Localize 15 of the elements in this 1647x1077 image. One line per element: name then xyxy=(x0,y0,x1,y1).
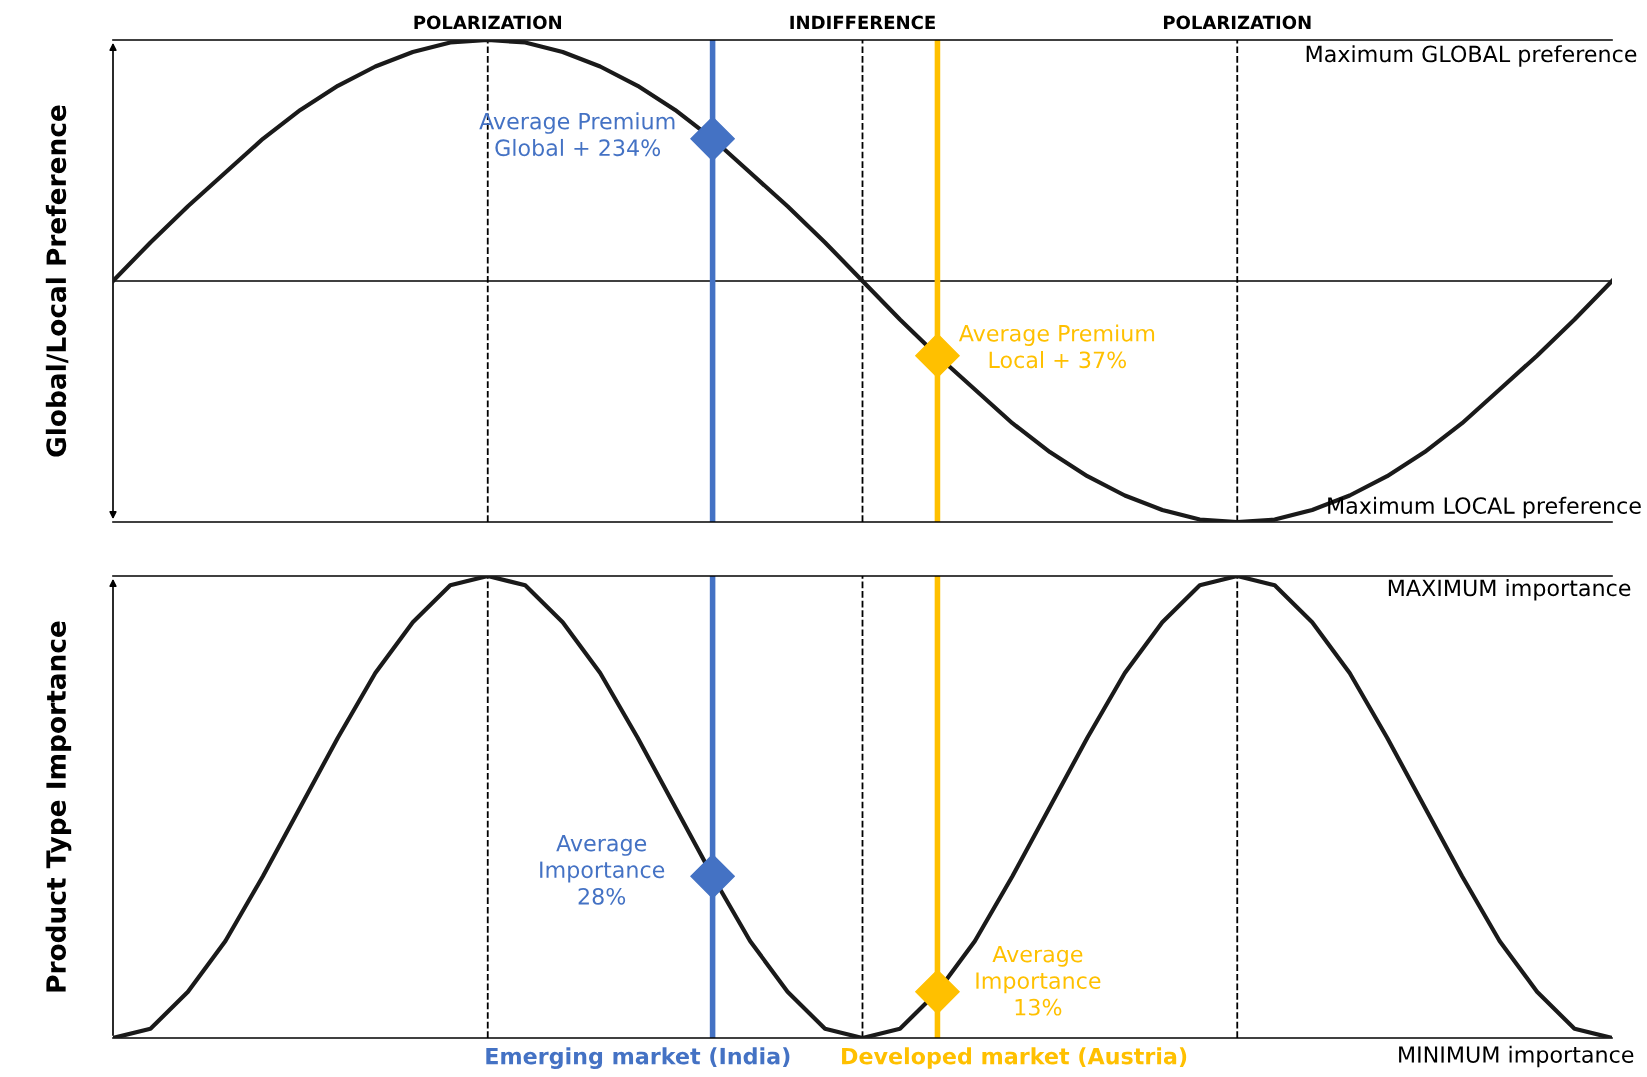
y-axis-title: Product Type Importance xyxy=(45,621,72,992)
text: POLARIZATION xyxy=(414,15,562,30)
annotation: Maximum LOCAL preference xyxy=(1328,496,1641,519)
text: Developed market (Austria) xyxy=(842,1047,1187,1069)
annotation: Average Premium Local + 37% xyxy=(958,324,1155,369)
annotation: Average Importance 13% xyxy=(976,945,1101,1016)
annotation: Average Premium Global + 234% xyxy=(479,112,675,157)
y-axis-title: Global/Local Preference xyxy=(45,105,69,457)
text: MINIMUM importance xyxy=(1399,1045,1634,1068)
annotation: Maximum GLOBAL preference xyxy=(1306,45,1637,67)
text: INDIFFERENCE xyxy=(790,15,935,30)
annotation: MAXIMUM importance xyxy=(1388,579,1631,601)
annotation: Average Importance 28% xyxy=(540,835,665,905)
text: POLARIZATION xyxy=(1163,15,1311,30)
text: Emerging market (India) xyxy=(486,1047,790,1069)
